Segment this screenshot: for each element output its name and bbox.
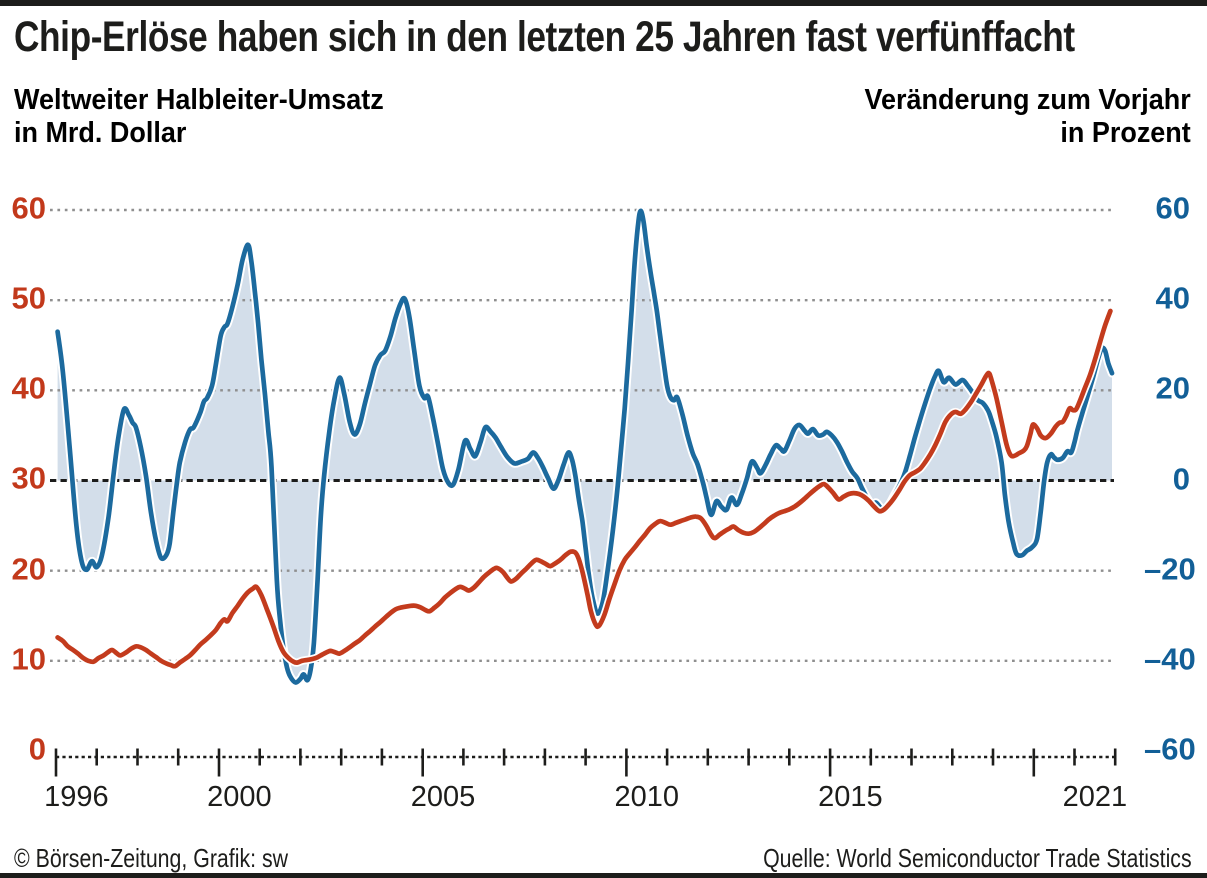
yoy-line xyxy=(55,208,1115,685)
left-axis-title-line2: in Mrd. Dollar xyxy=(14,117,187,149)
left-axis-title-line1: Weltweiter Halbleiter-Umsatz xyxy=(14,84,384,116)
x-axis-year-label: 2015 xyxy=(818,781,883,813)
revenue-line xyxy=(55,308,1113,669)
left-axis-title: Weltweiter Halbleiter-Umsatz in Mrd. Dol… xyxy=(14,84,384,150)
right-axis-tick-label: –40 xyxy=(1144,641,1196,677)
right-axis-tick-label: 60 xyxy=(1155,190,1190,226)
right-axis-title-line2: in Prozent xyxy=(1060,117,1191,149)
copyright-credit: © Börsen-Zeitung, Grafik: sw xyxy=(14,843,289,873)
x-axis-year-label: 2010 xyxy=(614,781,679,813)
left-axis-tick-label: 10 xyxy=(11,641,46,677)
right-axis-tick-label: –60 xyxy=(1144,731,1196,767)
x-axis-year-label: 1996 xyxy=(44,781,109,813)
x-axis-year-label: 2000 xyxy=(207,781,272,813)
left-axis-tick-label: 20 xyxy=(11,551,46,587)
left-axis-tick-label: 30 xyxy=(11,461,46,497)
left-axis-tick-label: 60 xyxy=(11,190,46,226)
bottom-border xyxy=(0,873,1207,878)
x-axis-year-label: 2021 xyxy=(1062,781,1128,813)
top-border xyxy=(0,0,1207,6)
right-axis-title: Veränderung zum Vorjahr in Prozent xyxy=(865,84,1191,150)
right-axis-tick-label: –20 xyxy=(1144,551,1196,587)
x-axis-year-label: 2005 xyxy=(410,781,476,813)
right-axis-title-line1: Veränderung zum Vorjahr xyxy=(864,84,1191,116)
left-axis-tick-label: 0 xyxy=(28,731,46,767)
left-axis-tick-label: 50 xyxy=(11,280,46,316)
chart-title: Chip-Erlöse haben sich in den letzten 25… xyxy=(14,13,1075,61)
left-axis-tick-label: 40 xyxy=(11,370,46,406)
right-axis-tick-label: 20 xyxy=(1155,370,1190,406)
right-axis-tick-label: 40 xyxy=(1155,280,1190,316)
yoy-area-fill xyxy=(57,210,1113,683)
right-axis-tick-label: 0 xyxy=(1172,461,1190,497)
source-credit: Quelle: World Semiconductor Trade Statis… xyxy=(763,843,1192,873)
